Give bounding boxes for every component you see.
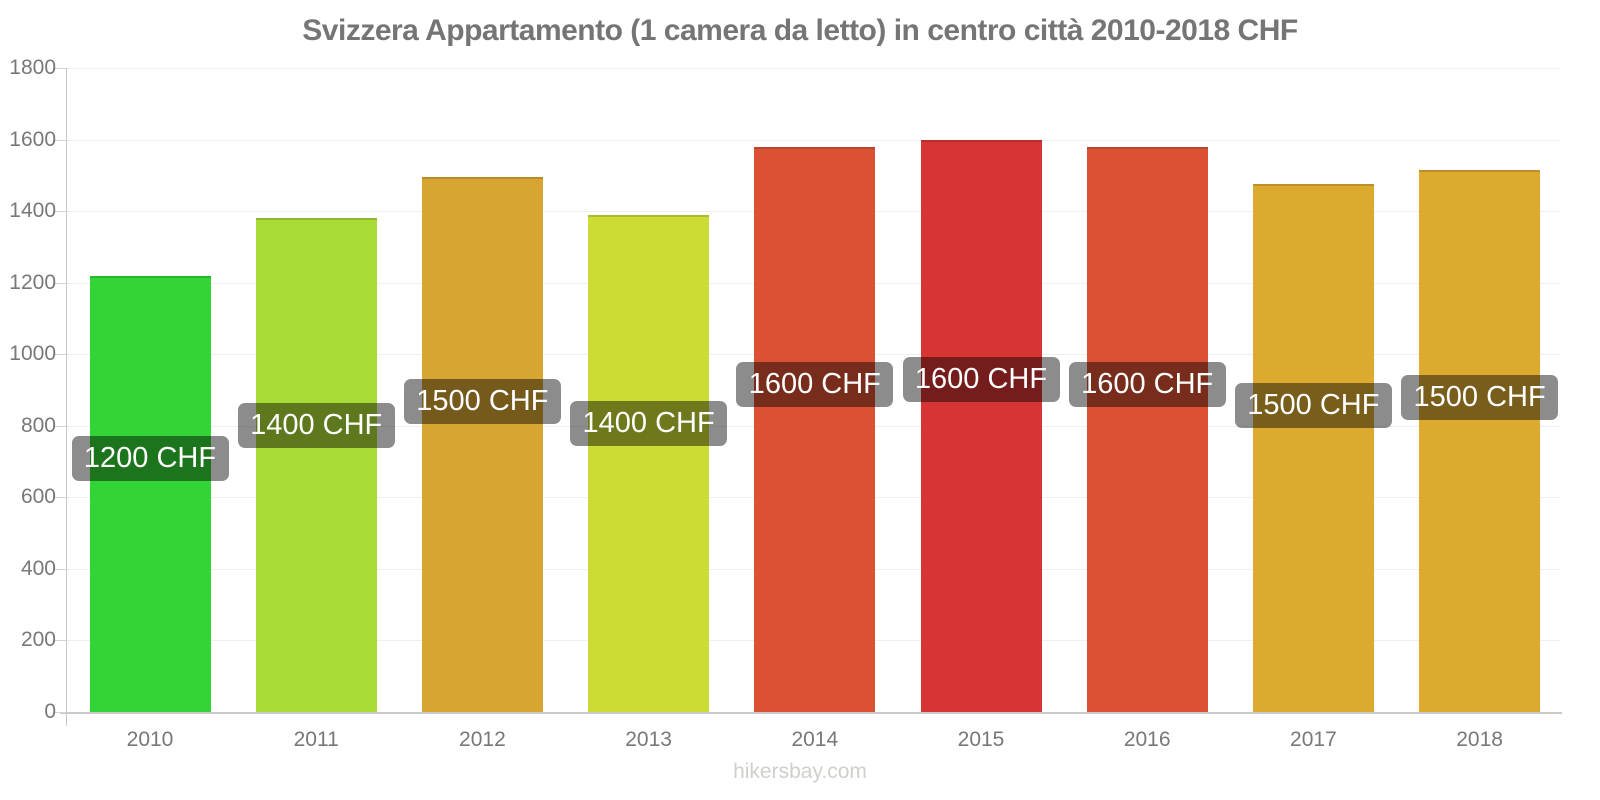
y-tick-label-600: 600 xyxy=(20,485,56,509)
bar-value-label-2018: 1500 CHF xyxy=(1401,375,1559,421)
y-tick-200 xyxy=(53,640,66,642)
y-tick-600 xyxy=(53,497,66,499)
bar-2013[interactable] xyxy=(588,214,710,712)
bar-value-label-2011: 1400 CHF xyxy=(237,403,395,449)
plot-area: 0 200 400 600 800 1000 1200 1400 1600 1800 1200 CH… xyxy=(0,56,1600,800)
x-tick-label-2014: 2014 xyxy=(791,728,839,751)
y-tick-1600 xyxy=(53,139,66,141)
y-axis-line xyxy=(66,68,67,726)
y-tick-0 xyxy=(53,712,66,713)
y-tick-400 xyxy=(53,568,66,570)
y-tick-1400 xyxy=(53,211,66,213)
x-tick-label-2015: 2015 xyxy=(957,728,1005,751)
bar-2015[interactable] xyxy=(920,139,1042,712)
bar-value-label-2012: 1500 CHF xyxy=(403,379,561,425)
chart-title: Svizzera Appartamento (1 camera da letto… xyxy=(302,14,1298,47)
x-tick-label-2012: 2012 xyxy=(459,728,506,751)
y-tick-label-200: 200 xyxy=(20,628,56,652)
y-tick-label-1600: 1600 xyxy=(9,127,56,151)
x-tick-label-2010: 2010 xyxy=(126,728,174,751)
bar-value-label-2010: 1200 CHF xyxy=(71,436,229,482)
y-tick-label-400: 400 xyxy=(20,556,56,580)
y-tick-label-1800: 1800 xyxy=(9,56,56,79)
y-tick-1800 xyxy=(53,68,66,69)
y-tick-800 xyxy=(53,425,66,427)
bar-value-label-2016: 1600 CHF xyxy=(1068,361,1226,407)
bar-value-label-2014: 1600 CHF xyxy=(736,361,894,407)
gridline-0 xyxy=(60,712,1562,714)
bar-2011[interactable] xyxy=(255,218,377,712)
x-tick-label-2017: 2017 xyxy=(1290,728,1337,751)
source-watermark: hikersbay.com xyxy=(733,760,867,783)
bar-2010[interactable] xyxy=(89,275,211,712)
gridline-1600 xyxy=(66,139,1560,141)
bar-value-label-2017: 1500 CHF xyxy=(1234,383,1392,429)
bar-2014[interactable] xyxy=(754,146,876,712)
y-tick-label-800: 800 xyxy=(20,413,56,437)
bar-2012[interactable] xyxy=(421,177,543,712)
x-tick-label-2011: 2011 xyxy=(293,728,339,751)
bar-value-label-2013: 1400 CHF xyxy=(570,401,728,447)
x-tick-label-2016: 2016 xyxy=(1123,728,1171,751)
bar-2018[interactable] xyxy=(1419,169,1541,712)
bar-2017[interactable] xyxy=(1252,184,1374,712)
y-tick-label-0: 0 xyxy=(44,700,56,723)
y-tick-label-1200: 1200 xyxy=(9,270,56,294)
x-tick-label-2013: 2013 xyxy=(625,728,672,751)
bar-value-label-2015: 1600 CHF xyxy=(902,357,1060,403)
x-tick-label-2018: 2018 xyxy=(1456,728,1503,751)
y-tick-1200 xyxy=(53,282,66,284)
y-tick-label-1000: 1000 xyxy=(9,342,56,366)
gridline-1800 xyxy=(66,68,1560,69)
y-tick-1000 xyxy=(53,354,66,356)
y-tick-label-1400: 1400 xyxy=(9,199,56,223)
bar-2016[interactable] xyxy=(1086,146,1208,712)
